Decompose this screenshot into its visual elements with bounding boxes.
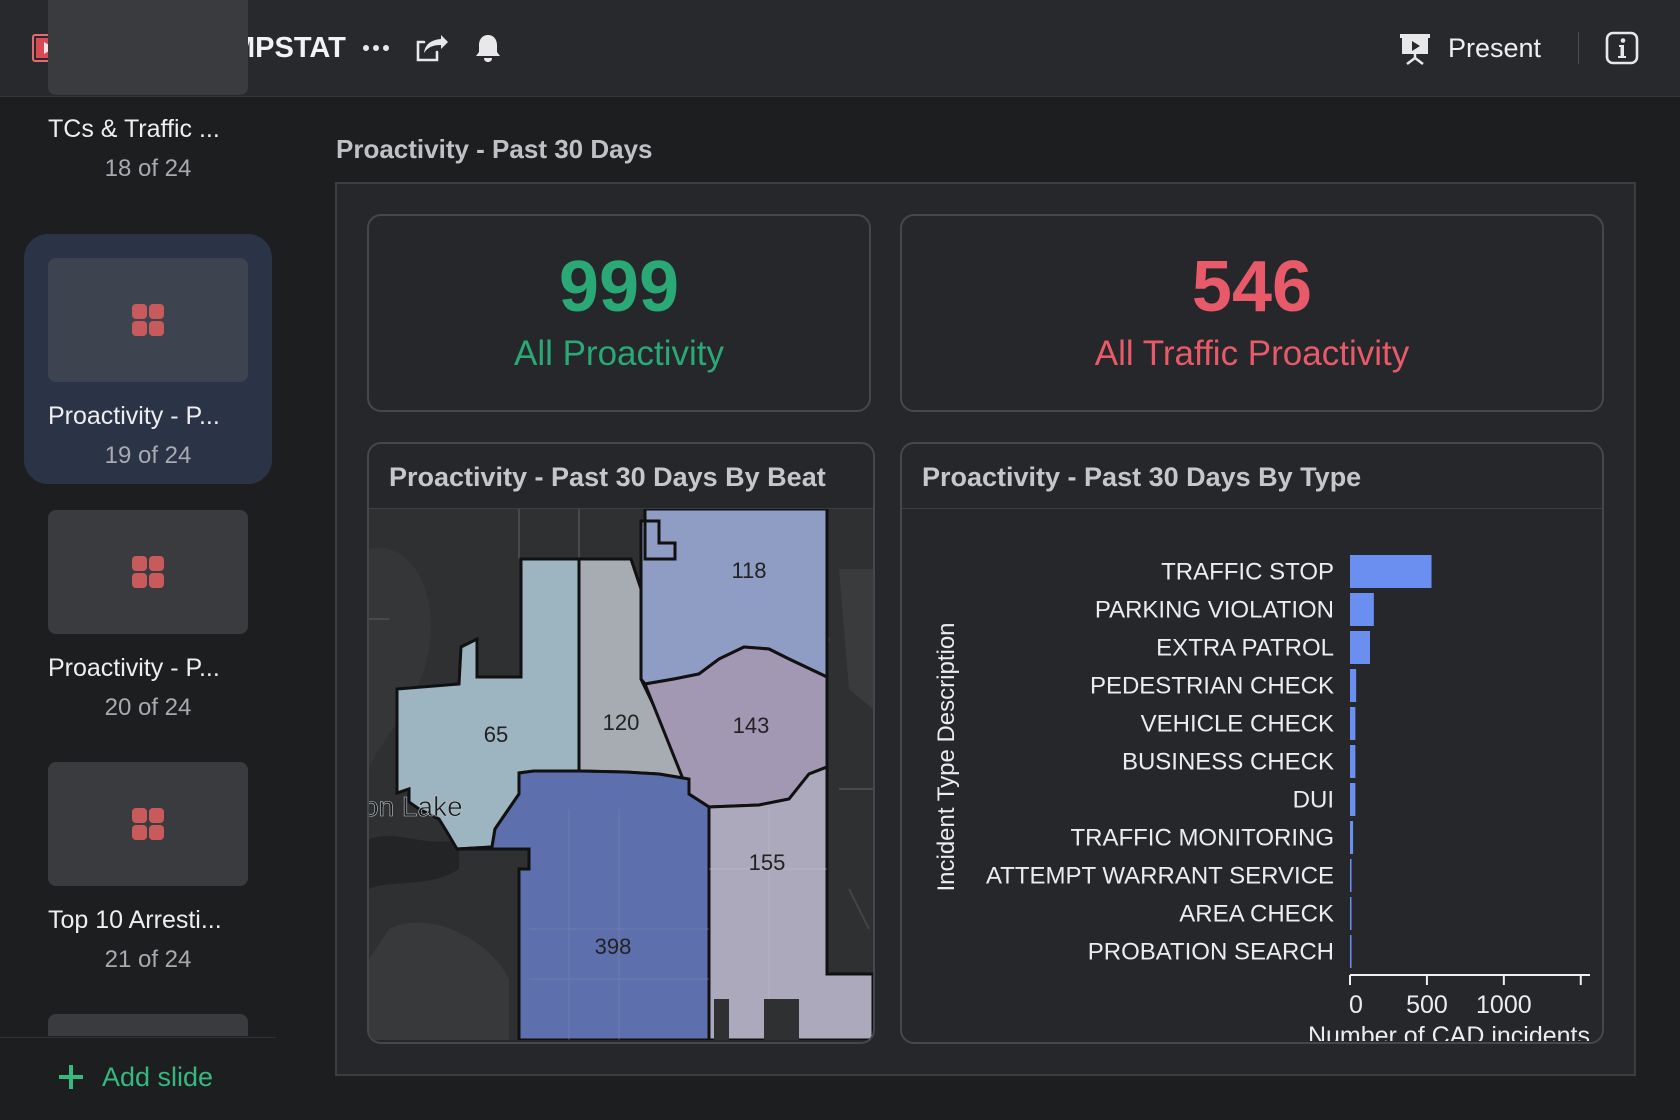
beat-120-label: 120 [603,710,640,735]
bar [1350,593,1374,626]
beat-118-label: 118 [731,558,766,583]
bar [1350,669,1357,702]
plus-icon [59,1065,83,1089]
present-button[interactable]: Present [1398,28,1541,68]
beat-155-region [707,764,873,1040]
category-label: PROBATION SEARCH [1088,939,1334,966]
category-label: TRAFFIC MONITORING [1070,825,1334,852]
slide-name: Proactivity - P... [48,654,220,682]
beat-398-region [456,769,711,1040]
bar [1350,897,1352,930]
slide-preview [48,0,248,95]
x-tick-label: 0 [1349,991,1363,1019]
slide-name: Proactivity - P... [48,402,220,430]
kpi-value: 546 [1191,247,1313,327]
top-bar: Weekly COMPSTAT Present [0,0,1680,97]
beat-map[interactable]: 118 65 120 143 155 398 on Lake [369,509,873,1040]
share-icon[interactable] [414,30,450,66]
category-label: PARKING VIOLATION [1095,597,1334,624]
bar-chart[interactable]: TRAFFIC STOP PARKING VIOLATION EXTRA PATRO… [902,509,1602,1042]
slide-name: TCs & Traffic ... [48,115,220,143]
x-tick-label: 1000 [1476,991,1532,1019]
y-axis-title: Incident Type Description [933,622,960,891]
bar [1350,631,1370,664]
category-label: VEHICLE CHECK [1141,711,1334,738]
bar [1350,935,1352,968]
bell-icon[interactable] [472,30,504,66]
dashboard-icon [132,556,164,588]
card-header: Proactivity - Past 30 Days By Type [902,444,1602,509]
dashboard-icon [132,808,164,840]
dashboard-icon [132,304,164,336]
map-card[interactable]: Proactivity - Past 30 Days By Beat [367,442,875,1044]
slide-preview-partial[interactable] [48,1014,248,1036]
category-label: DUI [1293,787,1334,814]
kpi-card-all-proactivity[interactable]: 999 All Proactivity [367,214,871,412]
slide-thumbnail-21[interactable]: Top 10 Arresti... 21 of 24 [24,738,272,988]
bar-chart-svg: TRAFFIC STOP PARKING VIOLATION EXTRA PATRO… [933,555,1590,1042]
category-label: TRAFFIC STOP [1161,559,1334,586]
slide-count: 19 of 24 [104,442,192,469]
kpi-label: All Proactivity [513,334,725,373]
slide-thumbnail-18[interactable]: TCs & Traffic ... 18 of 24 [24,0,272,197]
bar [1350,745,1356,778]
beat-65-label: 65 [484,722,508,747]
place-label: on Lake [369,791,463,822]
slide-count: 21 of 24 [104,946,192,973]
slide-count: 18 of 24 [104,155,192,182]
slide-name: Top 10 Arresti... [48,906,222,934]
info-icon[interactable] [1604,30,1640,66]
slide-preview [48,510,248,634]
bar [1350,707,1356,740]
kpi-label: All Traffic Proactivity [1094,334,1410,373]
sidebar-divider [0,1037,276,1038]
category-label: EXTRA PATROL [1156,635,1334,662]
add-slide-button[interactable]: Add slide [58,1057,213,1097]
present-label: Present [1448,32,1542,63]
card-header: Proactivity - Past 30 Days By Beat [369,444,873,509]
more-icon[interactable] [360,30,392,66]
x-tick-label: 500 [1406,991,1448,1019]
x-axis-title: Number of CAD incidents [1308,1022,1590,1041]
dashboard-canvas: 999 All Proactivity 546 All Traffic Proa… [335,182,1636,1076]
slide-thumbnail-19[interactable]: Proactivity - P... 19 of 24 [24,234,272,484]
kpi-value: 999 [558,247,680,327]
slide-preview [48,762,248,886]
bar [1350,555,1432,588]
slide-thumbnail-20[interactable]: Proactivity - P... 20 of 24 [24,486,272,736]
beat-143-label: 143 [733,713,770,738]
beat-398-label: 398 [595,934,632,959]
bar [1350,859,1352,892]
page-title: Proactivity - Past 30 Days [336,134,653,164]
add-slide-label: Add slide [102,1061,214,1092]
bar [1350,821,1354,854]
toolbar-divider [1578,32,1579,64]
slide-preview [48,258,248,382]
chart-card[interactable]: Proactivity - Past 30 Days By Type TRAFF… [900,442,1604,1044]
category-label: ATTEMPT WARRANT SERVICE [986,863,1334,890]
slide-sidebar: TCs & Traffic ... 18 of 24 Proactivity -… [0,0,290,1120]
map-title: Proactivity - Past 30 Days By Beat [389,462,826,492]
kpi-card-traffic-proactivity[interactable]: 546 All Traffic Proactivity [900,214,1604,412]
category-label: AREA CHECK [1179,901,1334,928]
slide-count: 20 of 24 [104,694,192,721]
beat-155-label: 155 [749,850,786,875]
present-icon [1400,34,1430,65]
bar [1350,783,1356,816]
category-label: BUSINESS CHECK [1122,749,1334,776]
chart-title: Proactivity - Past 30 Days By Type [922,462,1362,492]
category-label: PEDESTRIAN CHECK [1090,673,1334,700]
